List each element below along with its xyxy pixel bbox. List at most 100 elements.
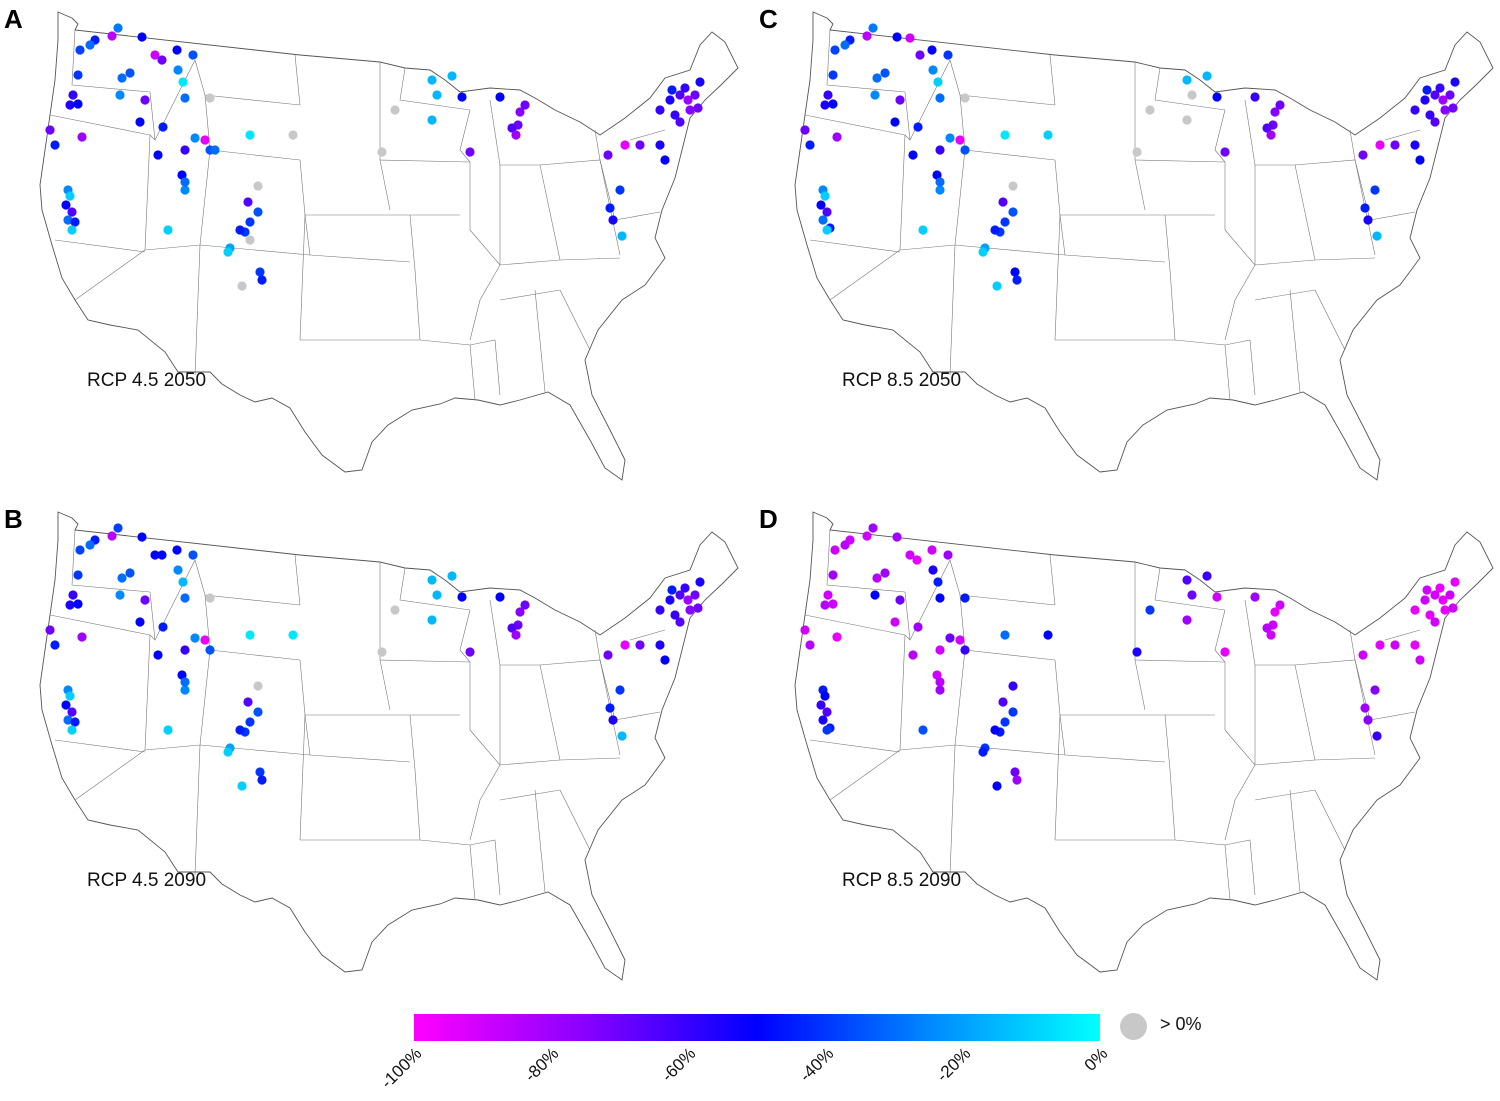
site-markers	[45, 23, 705, 291]
site-marker	[675, 117, 685, 127]
site-marker	[1370, 185, 1380, 195]
site-marker	[200, 635, 210, 645]
site-marker	[960, 593, 970, 603]
site-marker	[620, 640, 630, 650]
site-marker	[137, 532, 147, 542]
site-marker	[805, 140, 815, 150]
site-marker	[1212, 92, 1222, 102]
site-marker	[1008, 681, 1018, 691]
panel-letter: A	[4, 4, 23, 34]
site-marker	[685, 105, 695, 115]
site-marker	[1422, 85, 1432, 95]
site-marker	[1435, 583, 1445, 593]
site-marker	[65, 691, 75, 701]
site-marker	[828, 599, 838, 609]
state-border	[74, 749, 146, 801]
state-border	[1244, 99, 1256, 166]
state-border	[1224, 839, 1256, 896]
site-marker	[520, 600, 530, 610]
site-marker	[1360, 703, 1370, 713]
site-marker	[235, 725, 245, 735]
us-outline	[794, 511, 1494, 981]
site-marker	[1012, 775, 1022, 785]
site-marker	[933, 77, 943, 87]
site-marker	[617, 231, 627, 241]
site-marker	[1187, 590, 1197, 600]
state-border	[1064, 254, 1166, 263]
site-marker	[1008, 207, 1018, 217]
site-marker	[840, 540, 850, 550]
site-marker	[1270, 607, 1280, 617]
site-marker	[960, 145, 970, 155]
site-marker	[1372, 731, 1382, 741]
state-border	[539, 659, 616, 721]
site-marker	[1390, 140, 1400, 150]
site-marker	[1000, 217, 1010, 227]
state-border	[469, 839, 501, 896]
state-border	[1154, 567, 1226, 611]
site-marker	[675, 590, 685, 600]
site-marker	[1220, 647, 1230, 657]
site-marker	[932, 670, 942, 680]
state-border	[1254, 164, 1316, 265]
state-border	[379, 659, 471, 663]
site-marker	[820, 600, 830, 610]
site-marker	[890, 617, 900, 627]
site-marker	[45, 125, 55, 135]
site-marker	[927, 545, 937, 555]
site-marker	[1250, 92, 1260, 102]
site-marker	[617, 731, 627, 741]
state-border	[144, 649, 211, 751]
site-marker	[998, 197, 1008, 207]
state-boundaries	[794, 11, 1494, 481]
site-marker	[892, 32, 902, 42]
state-border	[559, 789, 591, 851]
site-marker	[253, 707, 263, 717]
state-border	[1254, 664, 1316, 765]
state-border	[804, 614, 906, 636]
site-marker	[908, 650, 918, 660]
state-border	[829, 249, 901, 301]
site-marker	[1275, 100, 1285, 110]
state-border	[594, 629, 601, 661]
state-border	[1224, 229, 1256, 266]
site-marker	[1438, 595, 1448, 605]
site-marker	[73, 70, 83, 80]
state-border	[379, 562, 391, 711]
site-marker	[163, 225, 173, 235]
site-marker	[880, 568, 890, 578]
site-marker	[828, 70, 838, 80]
site-marker	[1370, 685, 1380, 695]
state-border	[49, 614, 151, 636]
state-border	[826, 529, 906, 593]
site-marker	[73, 599, 83, 609]
site-marker	[158, 622, 168, 632]
site-marker	[1000, 717, 1010, 727]
site-marker	[511, 130, 521, 140]
site-marker	[75, 545, 85, 555]
site-marker	[180, 93, 190, 103]
state-border	[1244, 599, 1256, 666]
site-marker	[515, 107, 525, 117]
site-marker	[828, 570, 838, 580]
site-marker	[1360, 203, 1370, 213]
site-marker	[935, 677, 945, 687]
site-marker	[1000, 630, 1010, 640]
us-map-d	[794, 511, 1494, 981]
site-marker	[695, 577, 705, 587]
us-map-b	[39, 511, 739, 981]
site-marker	[77, 632, 87, 642]
site-marker	[862, 31, 872, 41]
site-marker	[820, 191, 830, 201]
positive-change-label: > 0%	[1160, 1014, 1202, 1034]
state-border	[904, 591, 911, 641]
site-marker	[680, 583, 690, 593]
site-marker	[117, 73, 127, 83]
site-marker	[75, 45, 85, 55]
site-marker	[1445, 590, 1455, 600]
site-marker	[667, 585, 677, 595]
site-marker	[1043, 130, 1053, 140]
scenario-label: RCP 4.5 2050	[87, 370, 207, 391]
site-marker	[1187, 90, 1197, 100]
state-border	[459, 609, 471, 730]
